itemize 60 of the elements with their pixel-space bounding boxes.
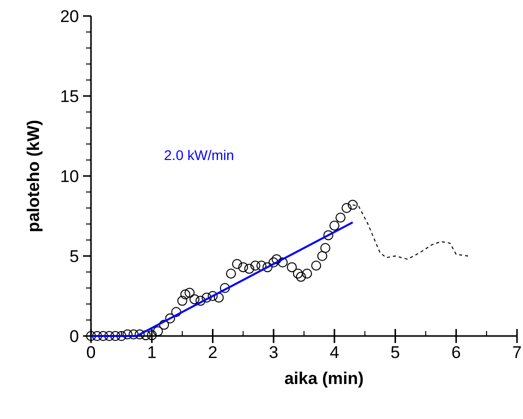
point — [177, 296, 188, 306]
point — [184, 288, 195, 298]
x-tick-label: 2 — [208, 343, 218, 362]
x-axis-title: aika (min) — [284, 369, 364, 388]
point — [232, 259, 242, 269]
point — [171, 307, 182, 317]
point — [134, 329, 145, 340]
y-tick-label: 10 — [60, 167, 79, 186]
point — [202, 292, 212, 303]
point — [342, 203, 352, 213]
point — [128, 329, 139, 340]
point — [262, 262, 272, 272]
point — [286, 262, 297, 272]
point — [180, 289, 190, 300]
point — [272, 254, 282, 264]
y-tick-label: 15 — [60, 87, 79, 106]
point — [196, 296, 206, 306]
point — [268, 257, 279, 268]
point — [302, 268, 312, 279]
point — [86, 331, 96, 341]
x-tick-label: 1 — [147, 343, 157, 362]
point — [152, 326, 163, 336]
x-tick-label: 6 — [451, 343, 461, 362]
y-axis-title: paloteho (kW) — [24, 120, 43, 232]
point — [116, 331, 126, 341]
point — [348, 200, 358, 210]
point — [244, 264, 254, 274]
x-tick-label: 5 — [390, 343, 400, 362]
point — [292, 268, 303, 279]
point — [208, 291, 218, 301]
point — [250, 260, 260, 271]
point — [320, 243, 330, 253]
point — [226, 268, 236, 279]
y-tick-label: 0 — [70, 327, 79, 346]
x-tick-label: 3 — [268, 343, 278, 362]
point — [122, 329, 133, 340]
point — [92, 331, 102, 341]
point — [311, 260, 322, 271]
point — [238, 262, 248, 272]
annotation: 2.0 kW/min — [164, 147, 234, 163]
point — [296, 272, 306, 282]
point — [146, 330, 157, 340]
point — [159, 320, 170, 330]
y-tick-label: 20 — [60, 7, 79, 26]
point — [165, 313, 176, 324]
point — [189, 294, 200, 304]
y-tick-label: 5 — [70, 247, 79, 266]
point — [336, 212, 346, 223]
point — [98, 331, 108, 341]
x-tick-label: 0 — [86, 343, 96, 362]
point — [140, 330, 151, 340]
point — [329, 220, 340, 231]
point — [317, 251, 328, 261]
point — [110, 331, 120, 341]
point — [220, 283, 230, 293]
x-tick-label: 4 — [330, 343, 340, 362]
point — [323, 230, 334, 240]
point — [278, 257, 288, 268]
point — [104, 331, 114, 341]
x-tick-label: 7 — [512, 343, 522, 362]
